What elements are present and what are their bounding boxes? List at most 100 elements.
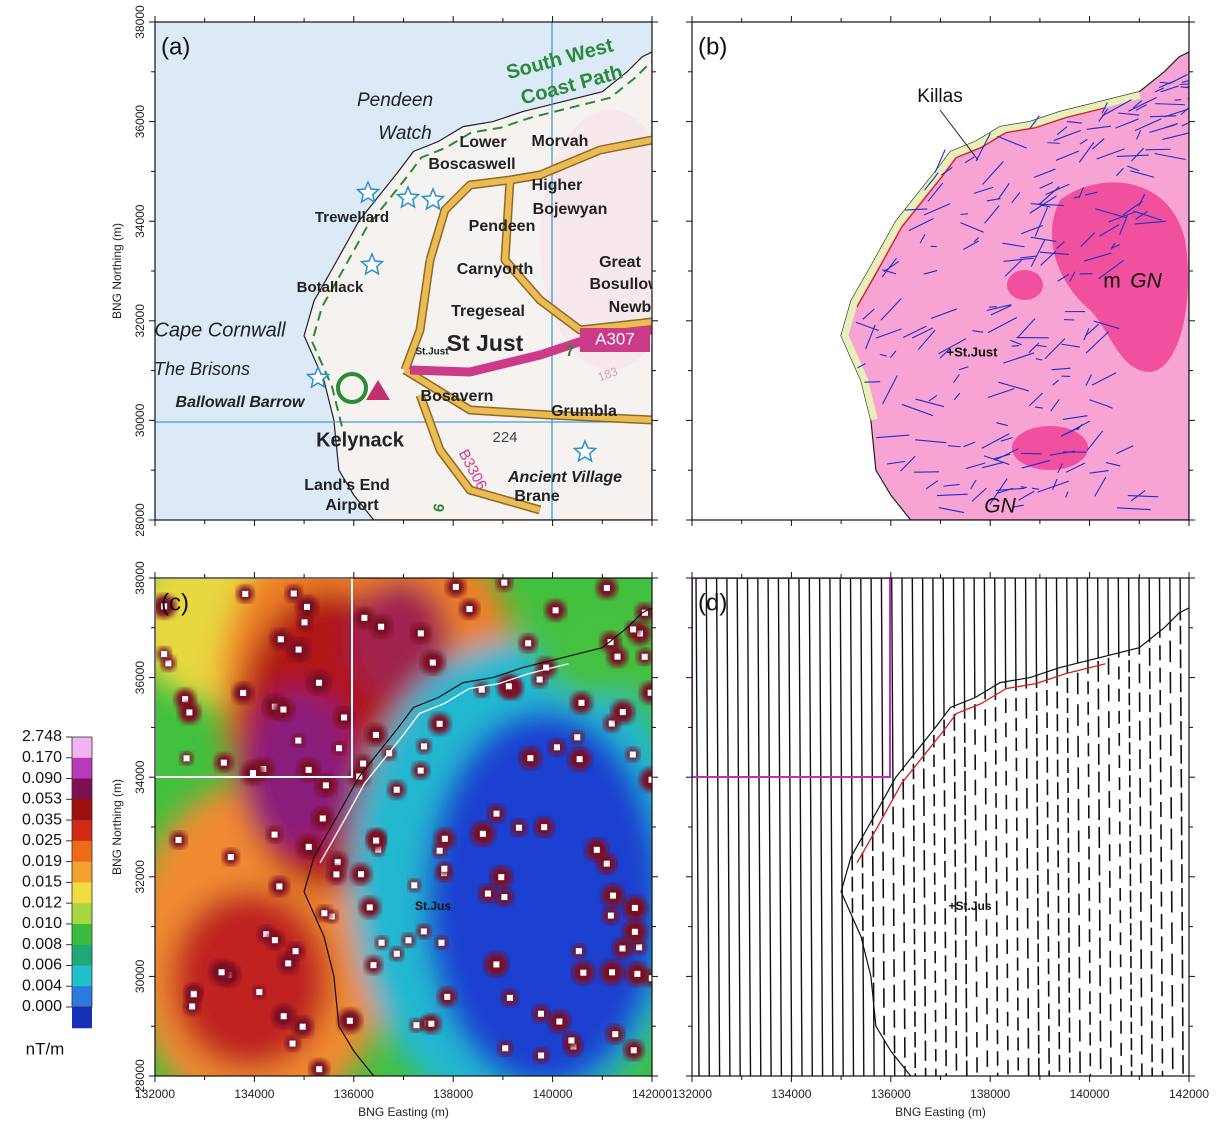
place-label: Bosullow	[589, 276, 661, 293]
colorbar-label: 0.035	[22, 811, 62, 828]
y-tick-label: 36000	[133, 105, 147, 139]
anomaly-peak	[479, 687, 485, 693]
anomaly-peak	[276, 883, 282, 889]
colorbar-segment	[72, 799, 92, 820]
anomaly-peak	[620, 709, 626, 715]
place-label: Ancient Village	[507, 469, 622, 486]
place-label: Botallack	[297, 279, 364, 296]
fault	[1047, 143, 1059, 144]
place-label: St Just	[447, 330, 524, 356]
place-label: Bosavern	[421, 388, 494, 405]
place-label: Pendeen	[357, 90, 433, 111]
x-tick-label: 140000	[1070, 1087, 1110, 1101]
x-tick-label: 138000	[433, 1087, 473, 1101]
anomaly-peak	[516, 825, 522, 831]
anomaly-peak	[336, 745, 342, 751]
anomaly-peak	[428, 1021, 434, 1027]
fault	[1012, 346, 1020, 347]
anomaly-peak	[632, 905, 638, 911]
geology-label: +St.Just	[947, 344, 999, 359]
y-tick-label: 36000	[133, 661, 147, 695]
anomaly-peak	[291, 591, 297, 597]
colorbar-segment	[72, 758, 92, 779]
colorbar-label: 0.006	[22, 957, 62, 974]
anomaly-peak	[285, 960, 291, 966]
x-tick-label: 136000	[334, 1087, 374, 1101]
anomaly-peak	[293, 948, 299, 954]
anomaly-peak	[553, 607, 559, 613]
anomaly-peak	[501, 580, 507, 586]
y-tick-label: 28000	[133, 1059, 147, 1093]
y-tick-label: 34000	[133, 760, 147, 794]
anomaly-peak	[498, 874, 504, 880]
anomaly-peak	[574, 734, 580, 740]
anomaly-peak	[394, 787, 400, 793]
anomaly-peak	[228, 854, 234, 860]
anomaly-peak	[316, 1066, 322, 1072]
geology-label: GN	[984, 495, 1016, 518]
anomaly-peak	[541, 824, 547, 830]
anomaly-peak	[630, 752, 636, 758]
anomaly-peak	[642, 654, 648, 660]
y-tick-label: 38000	[133, 5, 147, 39]
anomaly-peak	[594, 847, 600, 853]
place-label: St.Just	[415, 347, 449, 358]
place-label: Lower	[459, 134, 506, 151]
place-label: Ballowall Barrow	[176, 394, 306, 411]
fault	[1189, 98, 1216, 100]
fault	[1198, 94, 1204, 96]
anomaly-peak	[525, 640, 531, 646]
place-label: Boscaswell	[428, 156, 515, 173]
y-axis-title: BNG Northing (m)	[110, 779, 124, 875]
y-tick-label: 34000	[133, 204, 147, 238]
anomaly-peak	[636, 944, 642, 950]
anomaly-peak	[280, 707, 286, 713]
colorbar-label: 0.025	[22, 832, 62, 849]
field-blob	[170, 890, 330, 1070]
anomaly-peak	[320, 815, 326, 821]
colorbar-label: 0.170	[22, 749, 62, 766]
y-tick-label: 28000	[133, 503, 147, 537]
x-axis-title: BNG Easting (m)	[358, 1105, 449, 1119]
anomaly-peak	[405, 937, 411, 943]
anomaly-peak	[578, 700, 584, 706]
x-tick-label: 132000	[672, 1087, 712, 1101]
anomaly-peak	[466, 606, 472, 612]
anomaly-peak	[554, 744, 560, 750]
anomaly-peak	[608, 913, 614, 919]
anomaly-peak	[290, 1041, 296, 1047]
fault	[1145, 149, 1170, 150]
colorbar-label: 0.015	[22, 874, 62, 891]
anomaly-peak	[296, 647, 302, 653]
anomaly-peak	[480, 831, 486, 837]
anomaly-peak	[632, 929, 638, 935]
anomaly-peak	[256, 989, 262, 995]
anomaly-peak	[418, 630, 424, 636]
anomaly-peak	[272, 937, 278, 943]
anomaly-peak	[538, 1011, 544, 1017]
y-axis-title: BNG Northing (m)	[110, 223, 124, 319]
y-tick-label: 32000	[133, 860, 147, 894]
map-geology: KillasmGN+St.JustGN	[841, 52, 1215, 520]
place-label: 7	[566, 343, 575, 360]
y-tick-label: 32000	[133, 304, 147, 338]
anomaly-peak	[370, 962, 376, 968]
anomaly-peak	[360, 761, 366, 767]
anomaly-peak	[323, 782, 329, 788]
anomaly-peak	[576, 948, 582, 954]
anomaly-peak	[430, 660, 436, 666]
place-label: A307	[595, 329, 635, 348]
place-label: Watch	[378, 123, 432, 144]
place-label: Morvah	[532, 133, 589, 150]
anomaly-peak	[184, 755, 190, 761]
anomaly-peak	[272, 832, 278, 838]
colorbar-segment	[72, 945, 92, 966]
place-label: Cape Cornwall	[154, 319, 286, 341]
x-tick-label: 136000	[871, 1087, 911, 1101]
place-label: The Brisons	[154, 359, 250, 379]
anomaly-peak	[182, 696, 188, 702]
anomaly-peak	[485, 891, 491, 897]
mgn	[1012, 426, 1088, 470]
colorbar-segment	[72, 820, 92, 841]
colorbar-label: 0.019	[22, 853, 62, 870]
